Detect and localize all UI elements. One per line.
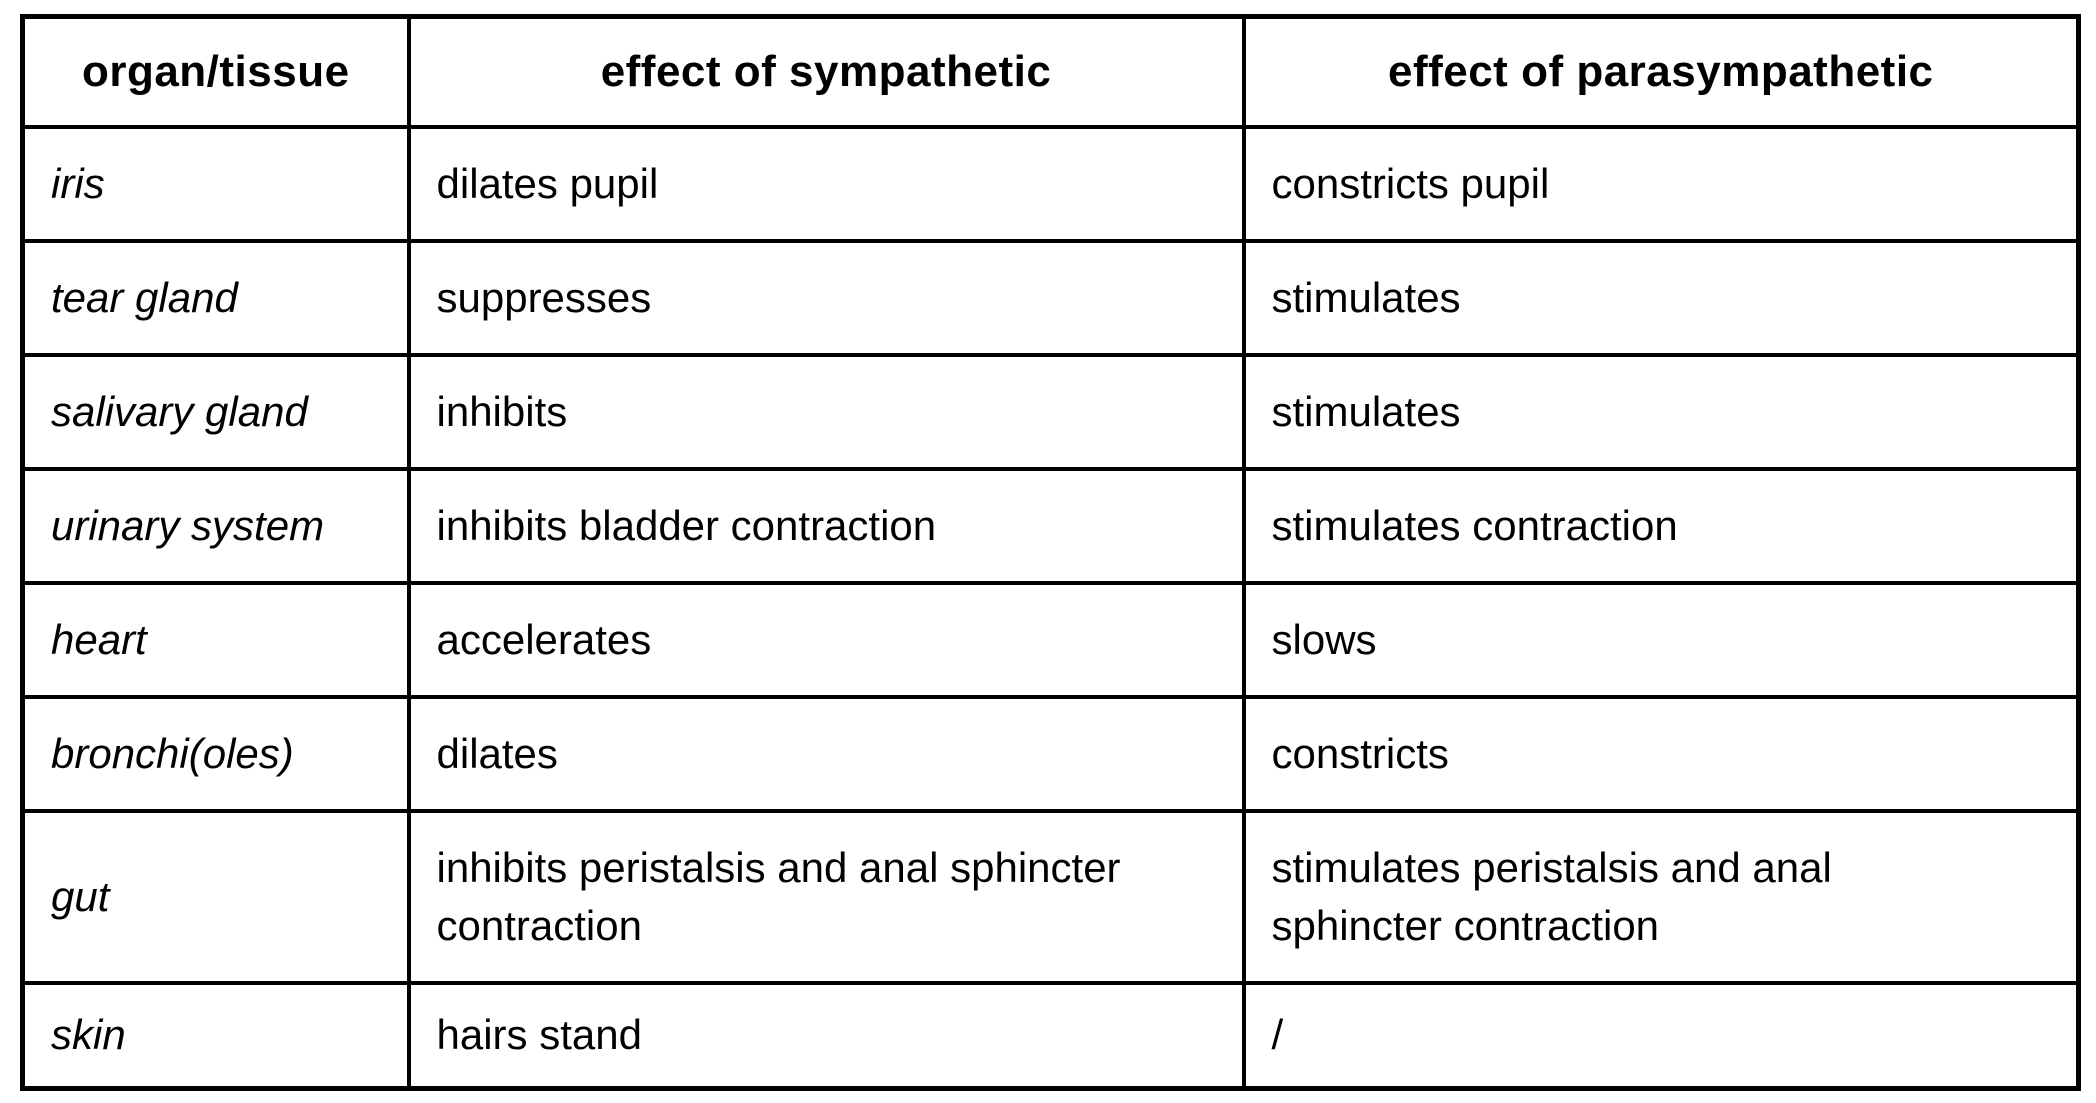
cell-parasympathetic-effect: /: [1241, 980, 2081, 1091]
table-row-salivary-gland: salivary gland inhibits stimulates: [20, 352, 2081, 471]
cell-organ: heart: [20, 580, 411, 699]
cell-parasympathetic-effect: slows: [1241, 580, 2081, 699]
table-row-heart: heart accelerates slows: [20, 580, 2081, 699]
cell-sympathetic-effect: dilates: [406, 694, 1246, 813]
cell-parasympathetic-effect: stimulates peristalsis and anal sphincte…: [1241, 808, 2081, 985]
cell-sympathetic-effect: inhibits bladder contraction: [406, 466, 1246, 585]
table-container: organ/tissue effect of sympathetic effec…: [20, 14, 2081, 1091]
cell-organ: urinary system: [20, 466, 411, 585]
column-header-effect-parasympathetic: effect of parasympathetic: [1241, 14, 2081, 129]
cell-organ: bronchi(oles): [20, 694, 411, 813]
cell-parasympathetic-effect: constricts pupil: [1241, 124, 2081, 243]
cell-organ: tear gland: [20, 238, 411, 357]
cell-parasympathetic-effect: stimulates contraction: [1241, 466, 2081, 585]
cell-parasympathetic-effect: constricts: [1241, 694, 2081, 813]
cell-organ: skin: [20, 980, 411, 1091]
cell-sympathetic-effect: suppresses: [406, 238, 1246, 357]
table-row-urinary-system: urinary system inhibits bladder contract…: [20, 466, 2081, 585]
autonomic-effects-table: organ/tissue effect of sympathetic effec…: [20, 14, 2081, 1091]
cell-sympathetic-effect: inhibits peristalsis and anal sphincter …: [406, 808, 1246, 985]
cell-organ: salivary gland: [20, 352, 411, 471]
cell-sympathetic-effect: accelerates: [406, 580, 1246, 699]
cell-parasympathetic-effect: stimulates: [1241, 238, 2081, 357]
cell-sympathetic-effect: dilates pupil: [406, 124, 1246, 243]
table-row-tear-gland: tear gland suppresses stimulates: [20, 238, 2081, 357]
cell-parasympathetic-effect: stimulates: [1241, 352, 2081, 471]
column-header-effect-sympathetic: effect of sympathetic: [406, 14, 1246, 129]
table-row-skin: skin hairs stand /: [20, 980, 2081, 1091]
cell-organ: gut: [20, 808, 411, 985]
cell-sympathetic-effect: hairs stand: [406, 980, 1246, 1091]
cell-sympathetic-effect: inhibits: [406, 352, 1246, 471]
cell-organ: iris: [20, 124, 411, 243]
table-row-gut: gut inhibits peristalsis and anal sphinc…: [20, 808, 2081, 985]
column-header-organ-tissue: organ/tissue: [20, 14, 411, 129]
header-row: organ/tissue effect of sympathetic effec…: [20, 14, 2081, 129]
table-row-bronchioles: bronchi(oles) dilates constricts: [20, 694, 2081, 813]
table-row-iris: iris dilates pupil constricts pupil: [20, 124, 2081, 243]
